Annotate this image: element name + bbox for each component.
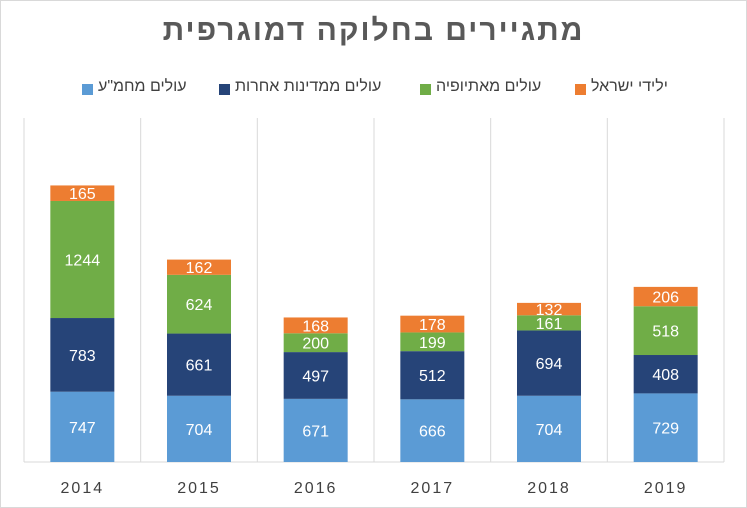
bar-segment bbox=[517, 302, 581, 316]
data-label: 671 bbox=[302, 423, 329, 440]
bar-segment bbox=[517, 395, 581, 462]
x-tick-label: 2014 bbox=[61, 480, 105, 497]
bar-segment bbox=[517, 315, 581, 331]
bar-segment bbox=[633, 393, 698, 462]
data-label: 178 bbox=[419, 317, 446, 334]
legend-label-ethiopia: עולים מאתיופיה bbox=[436, 78, 542, 95]
data-label: 704 bbox=[186, 422, 213, 439]
data-label: 132 bbox=[536, 302, 563, 319]
legend-item-israel-born: ילידי ישראל bbox=[575, 78, 675, 98]
data-label: 199 bbox=[419, 335, 446, 352]
chart-legend: ילידי ישראל עולים מאתיופיה עולים ממדינות… bbox=[0, 78, 747, 102]
bar-segment bbox=[50, 318, 115, 392]
bar-segment bbox=[400, 315, 465, 333]
data-label: 165 bbox=[69, 186, 96, 203]
legend-item-other-countries: עולים ממדינות אחרות bbox=[219, 78, 394, 98]
data-label: 747 bbox=[69, 420, 96, 437]
data-label: 694 bbox=[536, 356, 563, 373]
data-label: 624 bbox=[186, 297, 213, 314]
x-tick-label: 2019 bbox=[644, 480, 688, 497]
data-label: 200 bbox=[302, 336, 329, 353]
bar-segment bbox=[167, 274, 231, 334]
bar-segment bbox=[400, 332, 465, 352]
data-label: 162 bbox=[186, 260, 213, 277]
x-tick-label: 2015 bbox=[177, 480, 221, 497]
data-label: 168 bbox=[302, 318, 329, 335]
legend-swatch-israel-born bbox=[575, 84, 586, 95]
bar-segment bbox=[50, 391, 115, 462]
data-label: 666 bbox=[419, 424, 446, 441]
bar-segment bbox=[400, 351, 465, 400]
x-tick-label: 2016 bbox=[294, 480, 338, 497]
legend-label-fsu: עולים מחמ"ע bbox=[98, 78, 187, 95]
legend-swatch-fsu bbox=[82, 84, 93, 95]
data-label: 1244 bbox=[65, 252, 101, 269]
legend-label-israel-born: ילידי ישראל bbox=[591, 78, 668, 95]
x-tick-label: 2018 bbox=[527, 480, 571, 497]
data-label: 206 bbox=[652, 290, 679, 307]
legend-swatch-other-countries bbox=[219, 84, 230, 95]
bar-segment bbox=[50, 200, 115, 319]
legend-swatch-ethiopia bbox=[420, 84, 431, 95]
data-label: 512 bbox=[419, 368, 446, 385]
data-label: 161 bbox=[536, 316, 563, 333]
data-label: 497 bbox=[302, 368, 329, 385]
legend-item-ethiopia: עולים מאתיופיה bbox=[420, 78, 550, 98]
bar-segment bbox=[517, 330, 581, 396]
legend-item-fsu: עולים מחמ"ע bbox=[82, 78, 197, 98]
bar-segment bbox=[633, 286, 698, 307]
bar-segment bbox=[50, 185, 115, 201]
data-label: 408 bbox=[652, 367, 679, 384]
bar-segment bbox=[283, 398, 348, 462]
legend-label-other-countries: עולים ממדינות אחרות bbox=[235, 78, 382, 95]
data-label: 729 bbox=[652, 421, 679, 438]
bar-segment bbox=[167, 259, 231, 275]
bar-segment bbox=[633, 355, 698, 394]
bar-segment bbox=[283, 317, 348, 334]
bar-segment bbox=[400, 399, 465, 462]
x-tick-label: 2017 bbox=[411, 480, 455, 497]
bar-segment bbox=[633, 306, 698, 356]
data-label: 704 bbox=[536, 422, 563, 439]
data-label: 783 bbox=[69, 348, 96, 365]
bar-segment bbox=[283, 352, 348, 399]
bar-segment bbox=[167, 395, 231, 462]
bar-segment bbox=[283, 333, 348, 353]
data-label: 661 bbox=[186, 358, 213, 375]
bar-segment bbox=[167, 333, 231, 396]
chart-title: מתגיירים בחלוקה דמוגרפית bbox=[162, 14, 585, 47]
data-label: 518 bbox=[652, 324, 679, 341]
